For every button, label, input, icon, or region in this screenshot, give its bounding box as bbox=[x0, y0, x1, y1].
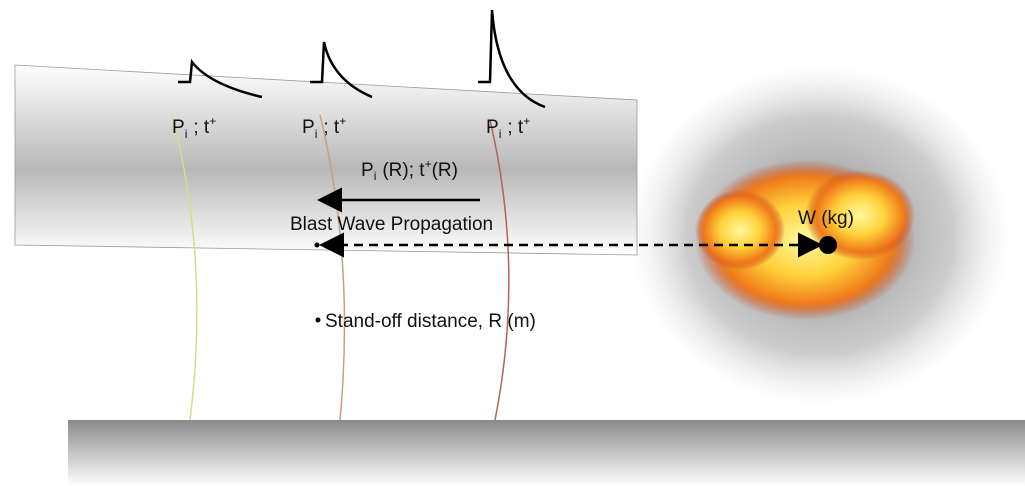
pressure-label: Pi; t+ bbox=[302, 114, 346, 141]
wave-front bbox=[489, 119, 510, 421]
explosion bbox=[630, 65, 1010, 405]
point bbox=[314, 242, 320, 248]
charge-label: W (kg) bbox=[798, 208, 854, 229]
wave-front bbox=[171, 114, 198, 421]
pulse bbox=[478, 9, 546, 109]
propagation-label: Pi (R); t+(R) bbox=[361, 157, 458, 183]
pressure-label: Pi; t+ bbox=[486, 114, 530, 141]
point bbox=[315, 317, 321, 323]
ground bbox=[68, 420, 1025, 486]
wave-front bbox=[319, 114, 346, 421]
pulse bbox=[178, 58, 263, 99]
standoff-label: Stand-off distance, R (m) bbox=[325, 311, 536, 332]
charge-center bbox=[819, 236, 837, 254]
arrow-label: Blast Wave Propagation bbox=[290, 214, 493, 235]
pulse bbox=[310, 41, 373, 99]
pressure-label: Pi; t+ bbox=[172, 114, 216, 141]
